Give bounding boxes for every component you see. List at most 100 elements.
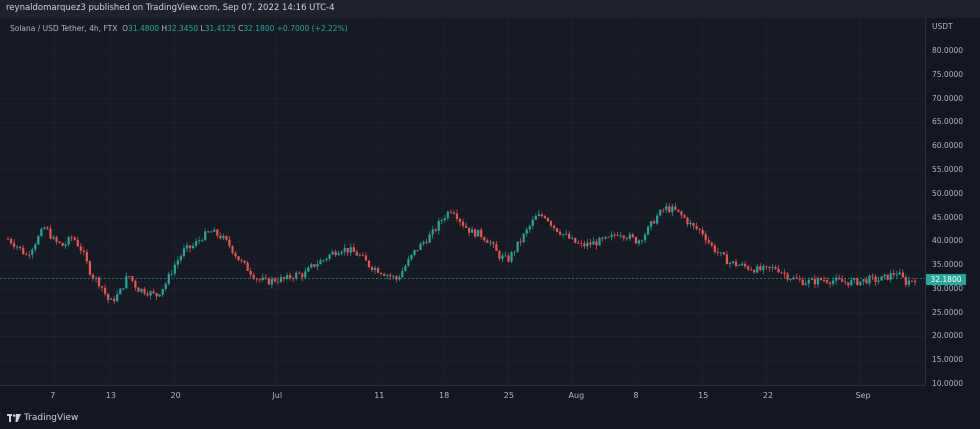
candle-body [185,245,189,249]
candle-body [543,216,547,218]
candle-body [455,213,459,220]
time-axis[interactable] [0,385,925,408]
candle-body [737,265,741,266]
tradingview-logo-icon [7,414,21,422]
candle-body [367,260,371,268]
publisher-text: reynaldomarquez3 published on TradingVie… [6,3,335,13]
candle-body [619,235,622,237]
candle-body [295,272,298,279]
candle-body [838,277,841,280]
candle-body [841,279,844,282]
candle-body [774,267,777,269]
candle-body [722,252,725,255]
candle-body [461,221,465,226]
candle-body [301,273,304,278]
price-axis[interactable] [925,18,980,385]
tradingview-logo[interactable]: TradingView [7,413,78,423]
candle-body [191,245,195,249]
candle-body [859,281,862,286]
candle-body [146,293,149,296]
candle-body [458,219,462,222]
chart-pane[interactable] [0,18,925,385]
candle-body [907,280,911,285]
candle-body [289,275,292,279]
candle-body [70,237,73,239]
candle-body [707,240,710,243]
candle-body [85,251,88,262]
currency-label: USDT [932,22,953,31]
candle-body [316,264,319,267]
candle-body [637,240,641,244]
candle-body [683,215,686,218]
candle-body [828,282,832,284]
candle-body [498,251,501,259]
candle-body [446,211,449,219]
candle-body [725,254,729,265]
candle-body [771,267,774,268]
candle-body [258,279,261,281]
candle-body [531,219,534,226]
candle-body [780,272,783,274]
candle-body [610,234,613,237]
candle-body [516,241,519,252]
candle-body [616,235,619,236]
candle-body [568,233,571,239]
candle-body [40,228,43,237]
candle-body [428,234,431,243]
candle-body [719,252,722,254]
candle-body [710,242,713,246]
candle-body [477,229,480,237]
candle-body [452,212,456,214]
symbol-legend: Solana / USD Tether, 4h, FTX O31.4800 H3… [10,24,348,33]
time-tick-label: 8 [633,391,639,400]
candle-body [513,251,516,253]
candle-body [622,235,625,239]
candle-body [480,229,483,238]
candle-body [425,242,428,244]
candle-body [646,226,650,235]
candle-body [82,250,85,252]
footer [0,407,980,429]
time-tick-label: 11 [374,391,385,400]
candle-body [640,240,644,242]
price-tick-label: 40.0000 [932,236,964,246]
candle-body [753,270,756,273]
candle-body [558,231,562,235]
candle-body [474,229,477,237]
last-price-tag: 32.1800 [926,274,966,285]
candle-body [164,283,167,289]
candle-body [671,206,674,213]
candle-body [904,277,907,285]
price-tick-label: 55.0000 [932,164,964,174]
candle-body [352,247,355,253]
candle-body [913,280,917,283]
candle-body [898,272,901,275]
candle-body [279,277,283,282]
candle-body [577,242,580,244]
candle-body [777,268,780,273]
candle-body [492,242,495,245]
candle-body [656,215,659,224]
candle-body [194,241,198,246]
candle-body [176,260,179,265]
candle-body [28,254,31,256]
candle-body [43,227,46,229]
candle-body [744,263,747,267]
candle-body [507,255,510,262]
candle-body [740,263,744,266]
candle-body [100,286,104,288]
candle-body [25,254,28,255]
candlestick-chart[interactable] [0,18,925,385]
candle-body [58,241,61,243]
candles [6,202,917,305]
candle-body [562,233,565,235]
candle-body [768,266,771,268]
time-tick-label: 15 [698,391,709,400]
candle-body [380,272,383,275]
candle-body [698,228,701,230]
candle-body [443,218,446,221]
candle-body [361,254,365,256]
candle-body [831,280,835,284]
candle-body [182,248,186,256]
price-tick-label: 60.0000 [932,141,964,151]
